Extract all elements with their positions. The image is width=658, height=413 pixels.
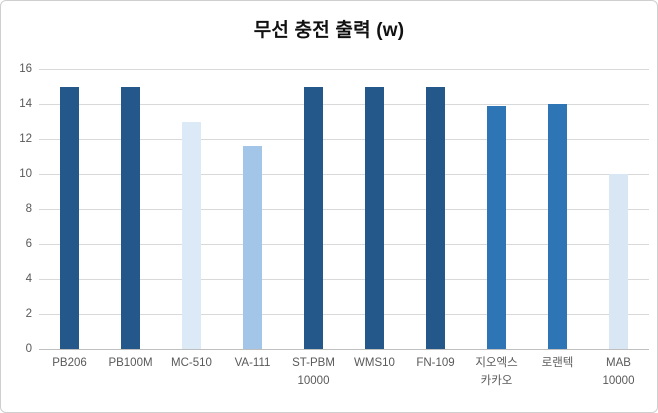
gridline xyxy=(39,69,649,70)
bar-slot xyxy=(344,69,405,349)
y-tick-label: 12 xyxy=(19,133,32,145)
bar-PB206 xyxy=(60,86,79,349)
bar-slot xyxy=(39,69,100,349)
bar-ST-PBM 10000 xyxy=(304,86,323,349)
y-tick-label: 6 xyxy=(25,238,32,250)
bar-slot xyxy=(588,69,649,349)
y-tick-label: 2 xyxy=(25,308,32,320)
bar-지오엑스 카카오 xyxy=(487,105,506,349)
bar-slot xyxy=(283,69,344,349)
bar-FN-109 xyxy=(426,86,445,349)
gridline xyxy=(39,139,649,140)
bar-MAB 10000 xyxy=(609,174,628,349)
bar-slot xyxy=(100,69,161,349)
y-tick-label: 10 xyxy=(19,168,32,180)
x-tick-label: ST-PBM 10000 xyxy=(292,357,335,387)
x-tick-label: 로랜텍 xyxy=(541,357,574,369)
bar-slot xyxy=(527,69,588,349)
gridline xyxy=(39,104,649,105)
x-tick-label: FN-109 xyxy=(416,357,455,369)
bar-slot xyxy=(161,69,222,349)
gridline xyxy=(39,174,649,175)
y-tick-label: 16 xyxy=(19,63,32,75)
y-tick-label: 0 xyxy=(25,343,32,355)
bar-MC-510 xyxy=(182,121,201,349)
bar-slot xyxy=(466,69,527,349)
gridline xyxy=(39,279,649,280)
x-tick-label: MC-510 xyxy=(171,357,212,369)
bars-container xyxy=(39,69,649,349)
bar-WMS10 xyxy=(365,86,384,349)
gridline xyxy=(39,244,649,245)
x-tick-label: VA-111 xyxy=(234,357,271,369)
y-tick-label: 14 xyxy=(19,98,32,110)
gridline xyxy=(39,209,649,210)
gridline xyxy=(39,314,649,315)
bar-VA-111 xyxy=(243,146,262,349)
y-tick-label: 4 xyxy=(25,273,32,285)
bar-slot xyxy=(405,69,466,349)
x-tick-label: PB100M xyxy=(108,357,153,369)
y-axis: 0 2 4 6 8 10 12 14 16 xyxy=(1,63,32,355)
bar-slot xyxy=(222,69,283,349)
x-tick-label: 지오엑스 카카오 xyxy=(475,357,518,387)
y-tick-label: 8 xyxy=(25,203,32,215)
x-tick-label: WMS10 xyxy=(354,357,395,369)
x-tick-label: PB206 xyxy=(52,357,87,369)
bar-PB100M xyxy=(121,86,140,349)
plot-area xyxy=(39,69,649,350)
x-axis: PB206 PB100M MC-510 VA-111 ST-PBM 10000 WMS10 F… xyxy=(39,355,649,391)
bar-로랜텍 xyxy=(548,104,567,349)
x-tick-label: MAB 10000 xyxy=(602,357,635,387)
chart-title: 무선 충전 출력 (w) xyxy=(253,20,405,41)
